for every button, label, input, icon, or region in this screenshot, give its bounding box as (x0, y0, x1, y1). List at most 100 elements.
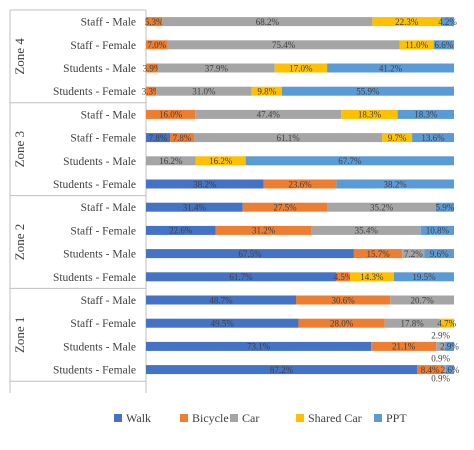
data-label: 31.0% (192, 87, 216, 97)
category-label: Students - Male (63, 249, 136, 261)
bar-segment-bicycle (336, 272, 350, 282)
data-label: 2.9% (440, 342, 459, 352)
bar-segment-shared_car (195, 156, 246, 166)
bar-segment-car (158, 63, 275, 73)
data-label: 17.8% (400, 319, 424, 329)
category-label: Staff - Female (70, 40, 136, 52)
zone-label: Zone 4 (12, 38, 27, 75)
data-label: 35.2% (370, 203, 394, 213)
bar-segment-bicycle (146, 109, 196, 119)
bar-segment-ppt (433, 40, 454, 50)
bar-segment-walk (146, 341, 372, 351)
bar-segment-bicycle (371, 341, 437, 351)
bar-segment-car (167, 40, 400, 50)
data-label: 4.2% (438, 17, 457, 27)
data-label: 38.2% (193, 179, 217, 189)
data-label: 16.0% (159, 110, 183, 120)
bar-segment-shared_car (382, 133, 413, 143)
category-label: Students - Male (63, 156, 136, 168)
legend-label: Shared Car (308, 411, 362, 425)
data-label: 10.8% (426, 226, 450, 236)
data-label: 5.9% (436, 203, 455, 213)
data-label: 7.0% (147, 40, 166, 50)
bar-segment-bicycle (146, 86, 157, 96)
bar-segment-ppt (445, 341, 454, 351)
data-label: 20.7% (410, 295, 434, 305)
bar-segment-ppt (412, 133, 454, 143)
bar-segment-bicycle (295, 295, 391, 305)
bar-segment-car (195, 109, 342, 119)
data-label: 19.5% (412, 272, 436, 282)
data-label: 3.9% (143, 63, 162, 73)
data-label: 68.2% (256, 17, 280, 27)
data-label: 30.6% (331, 295, 355, 305)
bar-segment-ppt (441, 17, 454, 27)
bar-segment-walk (146, 202, 243, 212)
data-label: 67.7% (338, 156, 362, 166)
bar-segment-car (327, 202, 436, 212)
data-label: 38.2% (384, 179, 408, 189)
bar-segment-walk (146, 295, 296, 305)
data-label: 22.6% (169, 226, 193, 236)
zone-label: Zone 1 (12, 317, 27, 353)
bar-segment-ppt (435, 202, 454, 212)
bar-segment-walk (146, 272, 337, 282)
data-label: 8.4% (421, 365, 440, 375)
data-label: 7.2% (404, 249, 423, 259)
category-label: Staff - Male (81, 17, 136, 29)
data-label: 22.3% (395, 17, 419, 27)
legend-swatch-walk (114, 414, 122, 422)
data-label: 4.5% (334, 272, 353, 282)
data-label: 61.1% (277, 133, 301, 143)
bar-segment-bicycle (298, 318, 385, 328)
data-label: 4.7% (437, 319, 456, 329)
bar-segment-ppt (424, 249, 454, 259)
data-label-outside: 0.9% (431, 354, 450, 364)
bar-segment-ppt (281, 86, 454, 96)
bar-segment-car (156, 86, 252, 96)
legend-label: PPT (386, 411, 407, 425)
bar-segment-shared_car (341, 109, 398, 119)
data-label: 7.8% (149, 133, 168, 143)
bar-segment-walk (146, 249, 354, 259)
bar-segment-car (384, 318, 440, 328)
data-label: 48.7% (209, 295, 233, 305)
data-label: 17.0% (289, 63, 313, 73)
data-label: 9.8% (257, 87, 276, 97)
bar-segment-ppt (397, 109, 454, 119)
bar-segment-car (194, 133, 383, 143)
data-label: 7.8% (173, 133, 192, 143)
zone-label: Zone 2 (12, 224, 27, 260)
category-label: Staff - Male (81, 202, 136, 214)
data-label: 5.3% (145, 17, 164, 27)
bar-segment-ppt (245, 156, 454, 166)
category-label: Students - Male (63, 341, 136, 353)
data-label: 31.2% (252, 226, 276, 236)
data-label: 49.5% (211, 319, 235, 329)
bar-segment-bicycle (263, 179, 337, 189)
data-label-outside: 2.9% (431, 330, 450, 340)
category-label: Students - Female (53, 365, 136, 377)
legend-swatch-ppt (374, 414, 382, 422)
data-label: 31.4% (183, 203, 207, 213)
legend-label: Bicycle (192, 411, 229, 425)
category-label: Staff - Female (70, 133, 136, 145)
data-label: 28.0% (330, 319, 354, 329)
bar-segment-ppt (445, 365, 454, 375)
data-label: 47.4% (257, 110, 281, 120)
bar-segment-shared_car (439, 318, 454, 328)
category-label: Students - Male (63, 63, 136, 75)
legend-label: Car (242, 411, 259, 425)
bar-segment-ppt (336, 179, 454, 189)
data-label: 11.0% (405, 40, 428, 50)
category-label: Students - Female (53, 179, 136, 191)
category-label: Staff - Female (70, 318, 136, 330)
bar-segment-bicycle (170, 133, 195, 143)
data-label: 75.4% (272, 40, 296, 50)
bar-segment-bicycle (242, 202, 328, 212)
data-label: 9.7% (388, 133, 407, 143)
data-label: 55.9% (356, 87, 380, 97)
bar-segment-ppt (327, 63, 454, 73)
data-label: 73.1% (247, 342, 271, 352)
data-label: 21.1% (392, 342, 416, 352)
